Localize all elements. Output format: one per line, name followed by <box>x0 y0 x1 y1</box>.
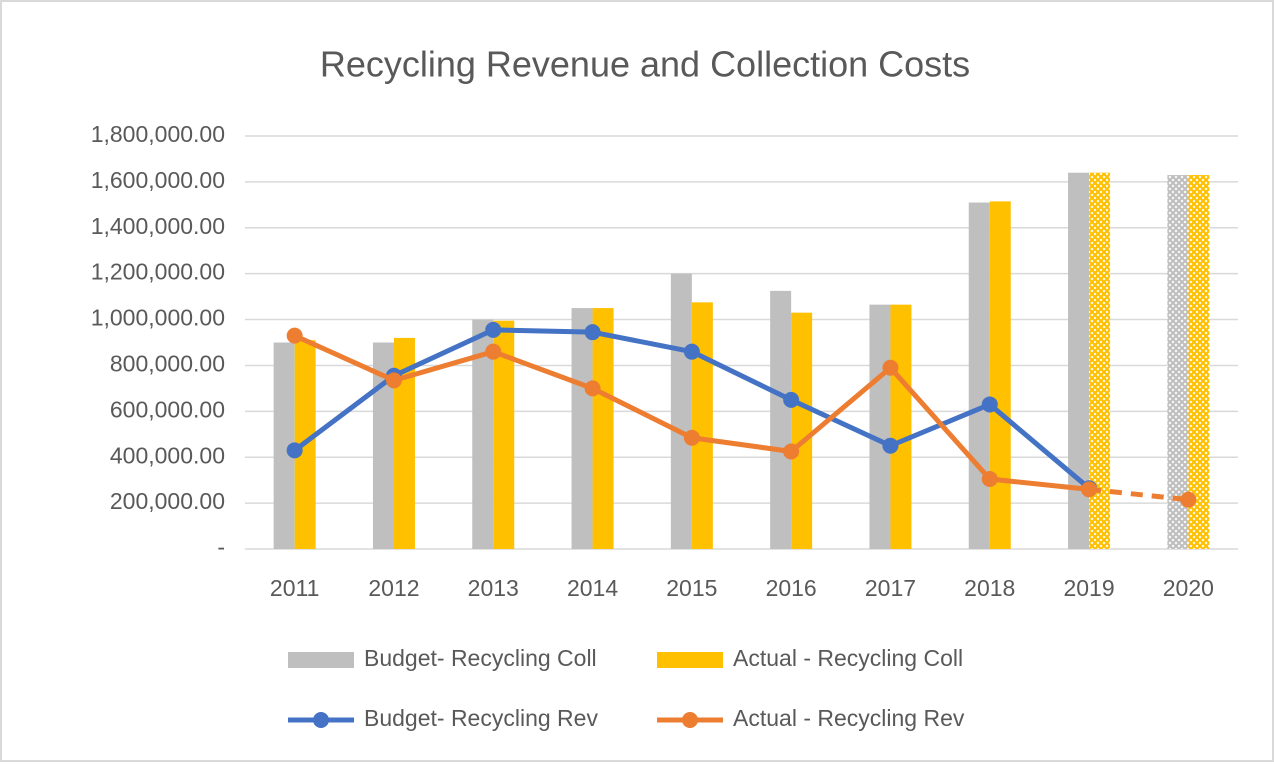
x-tick-label: 2018 <box>964 575 1015 601</box>
y-tick-label: - <box>217 534 225 560</box>
x-tick-label: 2019 <box>1063 575 1114 601</box>
bar <box>869 304 891 549</box>
y-tick-label: 600,000.00 <box>110 396 225 422</box>
bar <box>1188 175 1210 549</box>
bar <box>1089 172 1111 549</box>
x-tick-label: 2011 <box>270 575 319 601</box>
bar <box>393 337 415 549</box>
bar <box>968 202 990 550</box>
marker <box>783 443 800 460</box>
bar <box>372 342 394 549</box>
marker <box>1180 491 1197 508</box>
bar <box>571 308 593 549</box>
x-tick-label: 2020 <box>1163 575 1214 601</box>
bar <box>493 320 515 549</box>
marker <box>882 437 899 454</box>
bar <box>670 273 692 549</box>
marker <box>286 327 303 344</box>
marker <box>1081 481 1098 498</box>
legend-marker <box>313 712 329 728</box>
y-tick-label: 1,400,000.00 <box>91 213 225 239</box>
bar <box>791 312 813 549</box>
y-tick-label: 1,600,000.00 <box>91 167 225 193</box>
bar <box>989 201 1011 549</box>
bar <box>691 302 713 549</box>
bar <box>890 304 912 549</box>
legend-swatch <box>288 652 354 668</box>
marker <box>584 324 601 341</box>
marker <box>584 380 601 397</box>
x-tick-label: 2014 <box>567 575 618 601</box>
y-tick-label: 1,000,000.00 <box>91 305 225 331</box>
legend-label: Budget- Recycling Rev <box>364 705 598 731</box>
marker <box>485 321 502 338</box>
legend-label: Budget- Recycling Coll <box>364 645 597 671</box>
marker <box>385 372 402 389</box>
x-tick-label: 2016 <box>766 575 817 601</box>
bar <box>770 290 792 549</box>
y-tick-label: 400,000.00 <box>110 442 225 468</box>
y-tick-label: 1,200,000.00 <box>91 259 225 285</box>
bar <box>592 308 614 549</box>
marker <box>683 343 700 360</box>
legend-swatch <box>657 652 723 668</box>
line-dashed <box>1088 486 1189 503</box>
marker <box>981 471 998 488</box>
x-tick-label: 2015 <box>666 575 717 601</box>
legend-label: Actual - Recycling Coll <box>733 645 963 671</box>
bar <box>1068 172 1090 549</box>
x-tick-label: 2012 <box>368 575 419 601</box>
bar <box>472 319 494 549</box>
bar <box>273 342 295 549</box>
marker <box>683 429 700 446</box>
marker <box>882 359 899 376</box>
marker <box>485 343 502 360</box>
marker <box>783 391 800 408</box>
bar <box>1167 175 1189 549</box>
y-tick-label: 800,000.00 <box>110 351 225 377</box>
marker <box>286 442 303 459</box>
x-tick-label: 2013 <box>468 575 519 601</box>
legend-label: Actual - Recycling Rev <box>733 705 965 731</box>
legend-marker <box>682 712 698 728</box>
marker <box>981 396 998 413</box>
x-tick-label: 2017 <box>865 575 916 601</box>
y-tick-label: 1,800,000.00 <box>91 121 225 147</box>
chart-title: Recycling Revenue and Collection Costs <box>320 44 970 85</box>
y-tick-label: 200,000.00 <box>110 488 225 514</box>
